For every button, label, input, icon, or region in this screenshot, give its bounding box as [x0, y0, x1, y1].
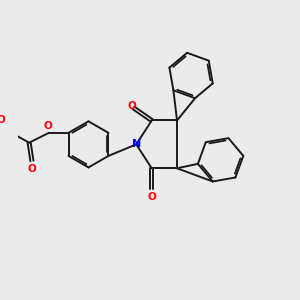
Text: O: O	[28, 164, 36, 174]
Text: O: O	[147, 192, 156, 202]
Text: O: O	[128, 101, 136, 111]
Text: O: O	[0, 116, 6, 125]
Text: O: O	[43, 121, 52, 130]
Text: N: N	[132, 140, 141, 149]
